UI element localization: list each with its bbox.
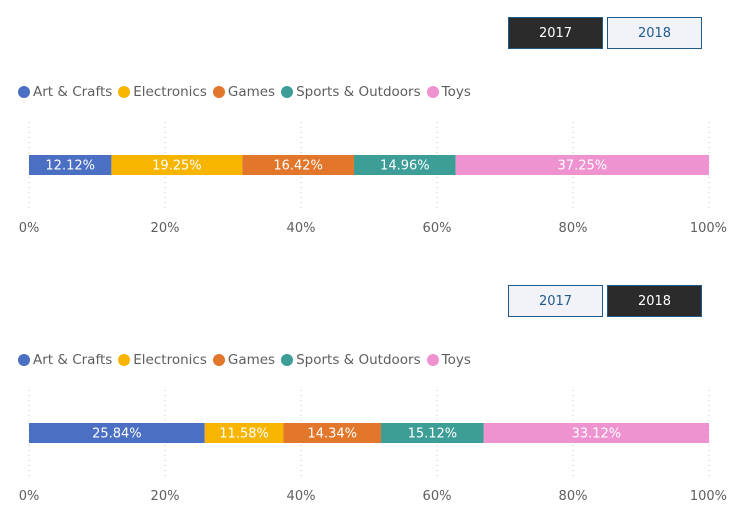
x-tick-label: 80%	[559, 221, 588, 236]
bar-segment-games[interactable]	[242, 155, 354, 175]
data-label: 33.12%	[572, 427, 622, 442]
legend-dot	[426, 354, 439, 366]
legend-item-sports-outdoors[interactable]: Sports & Outdoors	[281, 352, 421, 368]
legend-item-art-crafts[interactable]: Art & Crafts	[18, 84, 112, 100]
data-label: 37.25%	[558, 159, 608, 174]
legend-item-games[interactable]: Games	[212, 352, 276, 368]
bar-segment-electronics[interactable]	[111, 155, 243, 175]
data-label: 12.12%	[45, 159, 95, 174]
bar-segment-toys[interactable]	[483, 423, 709, 443]
legend-label: Games	[227, 352, 276, 368]
year-2018-button[interactable]: 2018	[607, 17, 702, 49]
x-tick-label: 0%	[19, 221, 40, 236]
bar-segment-sports-outdoors[interactable]	[353, 155, 456, 175]
legend-dot	[18, 354, 30, 366]
year-2017-button[interactable]: 2017	[508, 17, 603, 49]
stacked-bar-chart-2017: 12.12% 19.25% 16.42% 14.96% 37.25% 0% 20% 40% 60…	[19, 122, 727, 236]
legend-dot	[18, 86, 30, 98]
bar-segment-art-crafts[interactable]	[29, 423, 205, 443]
bar-segment-art-crafts[interactable]	[29, 155, 112, 175]
bar-segment-sports-outdoors[interactable]	[380, 423, 484, 443]
x-tick-label: 60%	[423, 489, 452, 504]
data-label: 11.58%	[219, 427, 269, 442]
bar-segment-games[interactable]	[283, 423, 381, 443]
legend-dot	[212, 354, 225, 366]
legend-label: Toys	[441, 84, 471, 100]
x-tick-label: 20%	[151, 221, 180, 236]
chart-legend: Art & Crafts Electronics Games Sports & …	[18, 352, 477, 368]
x-tick-label: 40%	[287, 489, 316, 504]
legend-dot	[212, 86, 225, 98]
data-label: 14.96%	[380, 159, 430, 174]
legend-label: Sports & Outdoors	[296, 84, 421, 100]
legend-item-art-crafts[interactable]: Art & Crafts	[18, 352, 112, 368]
data-label: 25.84%	[92, 427, 142, 442]
legend-dot	[281, 354, 294, 366]
legend-item-sports-outdoors[interactable]: Sports & Outdoors	[281, 84, 421, 100]
x-tick-label: 20%	[151, 489, 180, 504]
x-tick-label: 60%	[423, 221, 452, 236]
legend-item-toys[interactable]: Toys	[426, 84, 471, 100]
legend-item-electronics[interactable]: Electronics	[118, 84, 207, 100]
x-tick-label: 100%	[690, 489, 727, 504]
data-label: 19.25%	[152, 159, 202, 174]
data-label: 14.34%	[307, 427, 357, 442]
chart-panel-2018: 2017 2018 Art & Crafts Electronics Games…	[0, 268, 733, 528]
year-2018-button[interactable]: 2018	[607, 285, 702, 317]
legend-label: Electronics	[133, 352, 207, 368]
legend-label: Art & Crafts	[33, 84, 113, 100]
legend-dot	[118, 86, 131, 98]
legend-dot	[281, 86, 294, 98]
legend-label: Toys	[441, 352, 471, 368]
legend-label: Sports & Outdoors	[296, 352, 421, 368]
bar-segment-toys[interactable]	[455, 155, 709, 175]
legend-label: Art & Crafts	[33, 352, 113, 368]
x-tick-label: 40%	[287, 221, 316, 236]
data-label: 16.42%	[273, 159, 323, 174]
x-tick-label: 100%	[690, 221, 727, 236]
x-tick-label: 80%	[559, 489, 588, 504]
legend-label: Electronics	[133, 84, 207, 100]
year-2017-button[interactable]: 2017	[508, 285, 603, 317]
x-tick-label: 0%	[19, 489, 40, 504]
chart-panel-2017: 2017 2018 Art & Crafts Electronics Games…	[0, 0, 733, 260]
chart-legend: Art & Crafts Electronics Games Sports & …	[18, 84, 477, 100]
bar-segment-electronics[interactable]	[204, 423, 284, 443]
legend-item-games[interactable]: Games	[212, 84, 276, 100]
legend-label: Games	[227, 84, 276, 100]
legend-item-electronics[interactable]: Electronics	[118, 352, 207, 368]
legend-dot	[426, 86, 439, 98]
legend-dot	[118, 354, 131, 366]
stacked-bar-chart-2018: 25.84% 11.58% 14.34% 15.12% 33.12% 0% 20% 40% 60…	[19, 390, 727, 504]
legend-item-toys[interactable]: Toys	[426, 352, 471, 368]
data-label: 15.12%	[408, 427, 458, 442]
